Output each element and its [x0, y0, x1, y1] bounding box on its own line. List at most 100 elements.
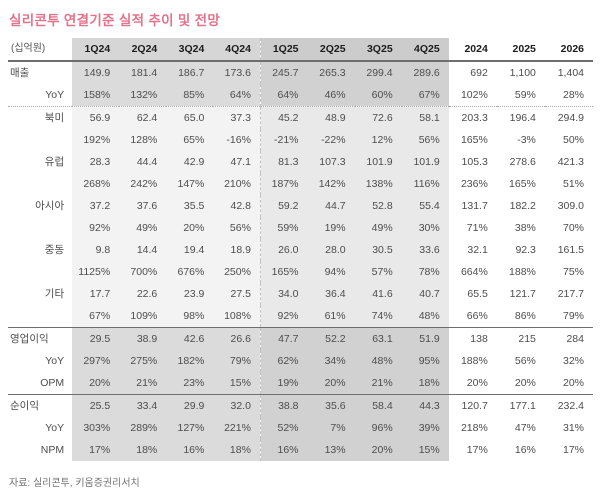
- table-cell: 75%: [562, 266, 584, 278]
- table-cell: 34%: [307, 350, 355, 372]
- table-cell: 158%: [72, 84, 120, 107]
- row-label: 북미: [8, 106, 73, 129]
- row-label: 아시아: [8, 195, 73, 217]
- row-label: [8, 129, 73, 151]
- table-cell: 38.9: [119, 327, 167, 350]
- table-cell: 215: [496, 327, 545, 350]
- table-cell: 289.6: [401, 61, 449, 84]
- table-cell: 47.1: [213, 151, 261, 173]
- table-cell: 289%: [119, 417, 167, 439]
- table-cell: 30%: [401, 217, 449, 239]
- unit-label: (십억원): [8, 38, 73, 62]
- table-cell: 65.5: [467, 288, 488, 300]
- row-label: NPM: [8, 439, 73, 461]
- table-cell: 17%: [466, 444, 488, 456]
- table-cell: 20%: [514, 377, 536, 389]
- table-row: YoY 297% 275% 182% 79% 62% 34% 48% 95% 188% 56% 32%: [8, 350, 593, 372]
- table-cell: 18%: [213, 439, 261, 461]
- table-cell: 217.7: [557, 288, 584, 300]
- table-cell: 20%: [72, 372, 120, 395]
- table-cell: 39%: [401, 417, 449, 439]
- table-cell: 19%: [259, 372, 308, 395]
- table-cell: 36.4: [307, 283, 355, 305]
- table-cell: 692: [470, 67, 488, 79]
- table-cell: 284: [544, 327, 593, 350]
- table-cell: 35.5: [166, 195, 214, 217]
- table-cell: 48%: [354, 350, 402, 372]
- row-label: [8, 173, 73, 195]
- table-cell: -3%: [517, 134, 536, 146]
- table-cell: 67%: [72, 305, 120, 328]
- table-row: YoY 303% 289% 127% 221% 52% 7% 96% 39% 218% 47% 31%: [8, 417, 593, 439]
- table-cell: 132%: [119, 84, 167, 107]
- table-cell: 278.6: [509, 156, 536, 168]
- table-cell: 47%: [514, 422, 536, 434]
- row-label: [8, 305, 73, 328]
- row-label: YoY: [8, 84, 73, 107]
- table-cell: 20%: [307, 372, 355, 395]
- table-cell: 102%: [460, 89, 488, 101]
- table-cell: 309.0: [557, 200, 584, 212]
- table-cell: 38.8: [259, 394, 308, 417]
- table-cell: 218%: [460, 422, 488, 434]
- table-cell: 181.4: [119, 61, 167, 84]
- table-title: 실리콘투 연결기준 실적 추이 및 전망: [9, 13, 221, 28]
- table-cell: 59%: [514, 89, 536, 101]
- table-cell: 17%: [562, 444, 584, 456]
- table-cell: 250%: [213, 261, 261, 283]
- table-cell: 26.6: [213, 327, 261, 350]
- column-header-3Q25: 3Q25: [354, 38, 402, 62]
- row-label: 중동: [8, 239, 73, 261]
- table-cell: 188%: [509, 266, 536, 278]
- table-cell: 78%: [401, 261, 449, 283]
- header-row: (십억원) 1Q24 2Q24 3Q24 4Q24 1Q25 2Q25 3Q25 4Q25 202…: [8, 38, 593, 62]
- table-cell: 165%: [509, 178, 536, 190]
- table-cell: 245.7: [259, 61, 308, 84]
- table-cell: 95%: [401, 350, 449, 372]
- table-cell: 108%: [213, 305, 261, 328]
- table-cell: 109%: [119, 305, 167, 328]
- column-header-1Q25: 1Q25: [259, 38, 308, 62]
- table-cell: 34.0: [259, 283, 308, 305]
- table-cell: 1,100: [509, 67, 536, 79]
- table-cell: 92.3: [515, 244, 536, 256]
- table-cell: 79%: [213, 350, 261, 372]
- source-note: 자료: 실리콘투, 키움증권리서치: [9, 478, 140, 489]
- table-cell: 62%: [259, 350, 308, 372]
- table-cell: 37.3: [213, 106, 261, 129]
- table-cell: 41.6: [354, 283, 402, 305]
- table-cell: 28.0: [307, 239, 355, 261]
- table-cell: 46%: [307, 84, 355, 107]
- table-cell: 107.3: [307, 151, 355, 173]
- row-label: OPM: [8, 372, 73, 395]
- table-cell: 101.9: [401, 151, 449, 173]
- row-label: YoY: [8, 350, 73, 372]
- table-cell: 50%: [562, 134, 584, 146]
- table-cell: 221%: [213, 417, 261, 439]
- table-row: 268% 242% 147% 210% 187% 142% 138% 116% 236% 165%…: [8, 173, 593, 195]
- table-cell: 26.0: [259, 239, 308, 261]
- table-cell: 9.8: [72, 239, 120, 261]
- table-cell: 20%: [562, 377, 584, 389]
- table-cell: 64%: [259, 84, 308, 107]
- table-cell: 20%: [166, 217, 214, 239]
- table-cell: 44.3: [401, 394, 449, 417]
- table-cell: 56%: [514, 355, 536, 367]
- table-cell: 71%: [466, 222, 488, 234]
- table-cell: 165%: [259, 261, 308, 283]
- table-cell: 232.4: [544, 394, 593, 417]
- table-cell: 17.7: [72, 283, 120, 305]
- table-row: 아시아 37.2 37.6 35.5 42.8 59.2 44.7 52.8 55.4 131.7…: [8, 195, 593, 217]
- table-cell: 13%: [307, 439, 355, 461]
- table-cell: 15%: [401, 439, 449, 461]
- table-cell: 32%: [562, 355, 584, 367]
- table-cell: 19%: [307, 217, 355, 239]
- table-cell: 42.9: [166, 151, 214, 173]
- table-cell: 161.5: [557, 244, 584, 256]
- table-cell: 210%: [213, 173, 261, 195]
- table-cell: 16%: [514, 444, 536, 456]
- table-cell: 187%: [259, 173, 308, 195]
- table-row: 기타 17.7 22.6 23.9 27.5 34.0 36.4 41.6 40.7 65.5 12…: [8, 283, 593, 305]
- table-cell: 92%: [259, 305, 308, 328]
- table-cell: 31%: [562, 422, 584, 434]
